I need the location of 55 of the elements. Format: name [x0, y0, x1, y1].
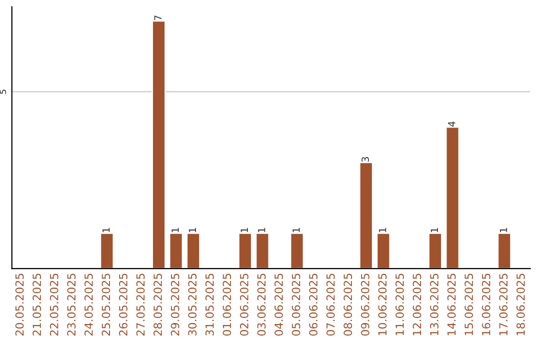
bar — [376, 232, 391, 269]
x-tick-label: 07.06.2025 — [326, 274, 335, 336]
data-label: 1 — [378, 228, 386, 232]
bar — [358, 162, 374, 269]
x-tick-label: 28.05.2025 — [154, 274, 162, 336]
x-tick-label: 01.06.2025 — [222, 274, 232, 336]
x-tick-label: 03.06.2025 — [257, 274, 266, 336]
bar — [445, 126, 460, 269]
x-tick-label: 18.06.2025 — [516, 274, 525, 336]
y-tick-label: 5 — [0, 90, 6, 94]
x-tick-label: 10.06.2025 — [378, 274, 387, 336]
bar — [152, 20, 166, 269]
bar — [168, 232, 184, 269]
x-tick-label: 09.06.2025 — [360, 274, 370, 336]
x-tick-label: 29.05.2025 — [170, 274, 180, 336]
bar — [428, 232, 442, 269]
data-label: 1 — [258, 228, 266, 232]
data-label: 1 — [102, 228, 110, 232]
x-tick-label: 12.06.2025 — [412, 274, 422, 336]
bar — [186, 232, 200, 269]
x-tick-label: 05.06.2025 — [292, 274, 300, 336]
data-label: 1 — [188, 228, 196, 232]
data-label: 1 — [500, 228, 508, 232]
data-label: 4 — [448, 121, 456, 127]
x-tick-label: 23.05.2025 — [67, 274, 76, 336]
data-label: 1 — [172, 228, 179, 232]
x-tick-label: 06.06.2025 — [309, 274, 318, 336]
x-tick-label: 13.06.2025 — [430, 274, 438, 336]
x-tick-label: 17.06.2025 — [499, 274, 508, 336]
x-tick-label: 31.05.2025 — [205, 274, 214, 336]
x-tick-label: 08.06.2025 — [344, 274, 352, 336]
x-tick-label: 20.05.2025 — [15, 274, 24, 336]
x-tick-label: 21.05.2025 — [32, 274, 42, 336]
x-tick-label: 14.06.2025 — [447, 274, 456, 336]
x-tick-label: 22.05.2025 — [50, 274, 58, 336]
x-tick-label: 30.05.2025 — [188, 274, 197, 336]
data-label: 1 — [292, 228, 300, 232]
x-tick-label: 16.06.2025 — [482, 274, 490, 336]
bar — [255, 232, 270, 269]
x-tick-label: 24.05.2025 — [84, 274, 93, 336]
data-label: 3 — [362, 157, 369, 162]
bar — [290, 232, 304, 269]
data-label: 7 — [154, 16, 162, 20]
data-label: 1 — [430, 228, 438, 232]
x-tick-label: 04.06.2025 — [274, 274, 283, 336]
x-tick-label: 15.06.2025 — [464, 274, 474, 336]
x-tick-label: 26.05.2025 — [119, 274, 128, 336]
x-tick-label: 02.06.2025 — [240, 274, 248, 336]
x-tick-label: 11.06.2025 — [396, 274, 404, 336]
data-label: 1 — [240, 228, 248, 232]
x-tick-label: 25.05.2025 — [102, 274, 110, 336]
x-tick-label: 27.05.2025 — [136, 274, 145, 336]
bar — [100, 232, 114, 269]
bar — [497, 232, 512, 269]
bar — [238, 232, 252, 269]
